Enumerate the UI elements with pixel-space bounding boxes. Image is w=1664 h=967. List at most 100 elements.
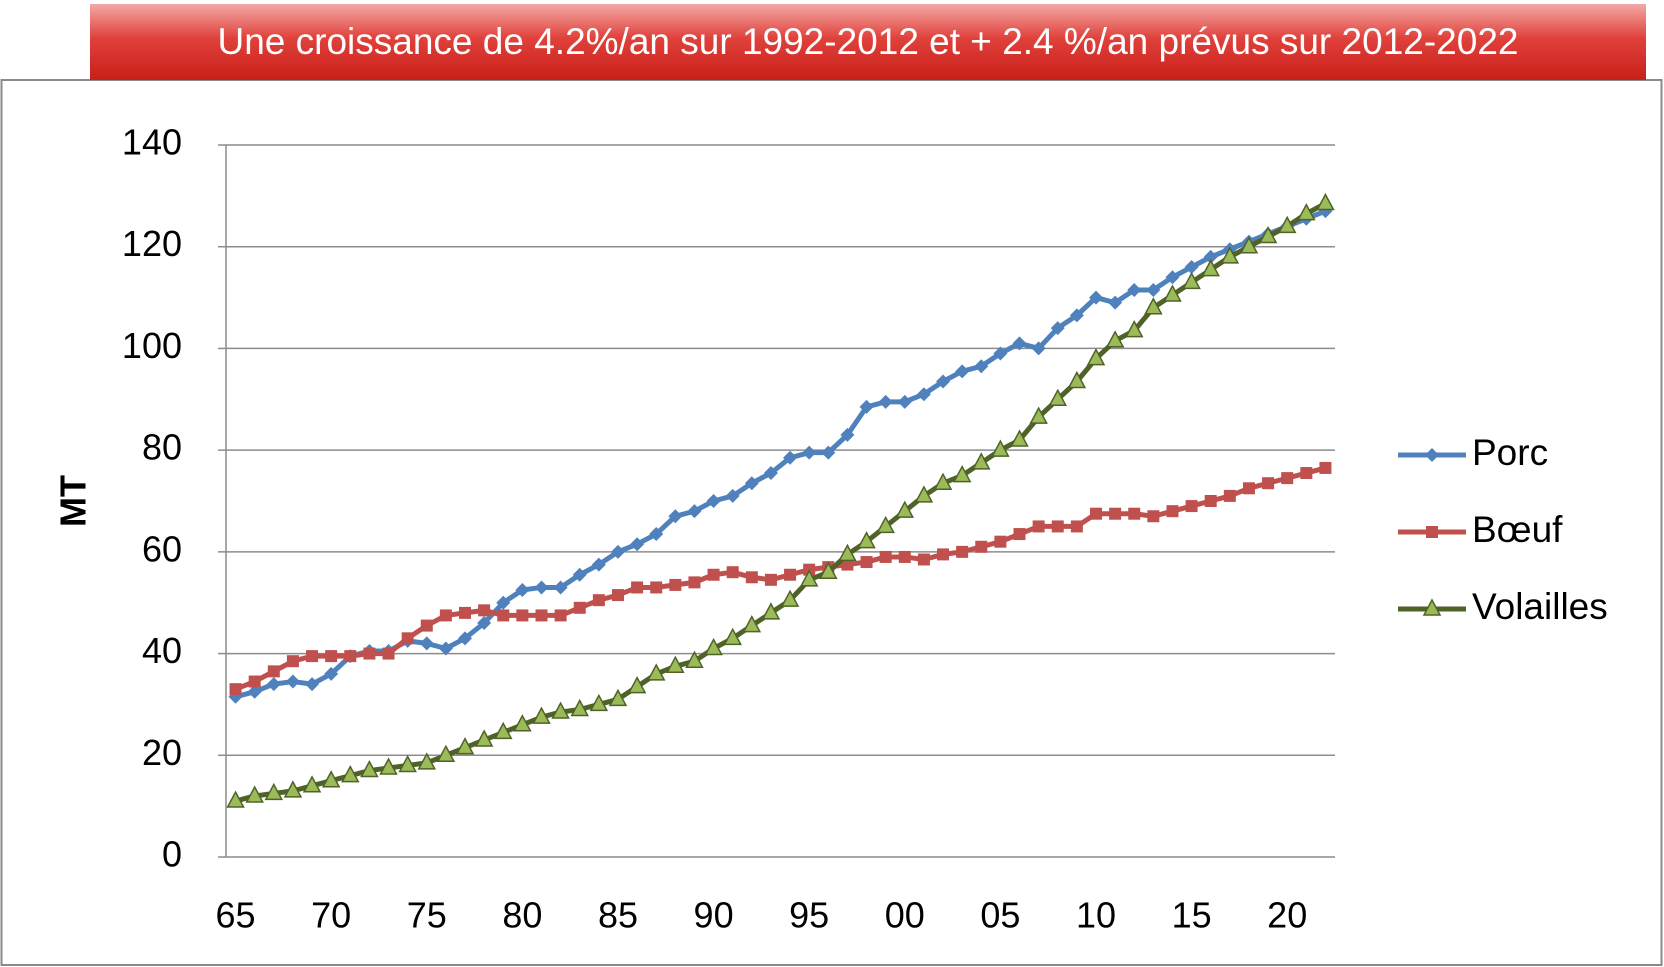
marker	[532, 706, 551, 724]
marker	[706, 494, 721, 508]
y-tick-label: 0	[162, 834, 182, 875]
marker	[1050, 321, 1065, 336]
marker	[1013, 528, 1026, 541]
marker	[1239, 236, 1259, 254]
marker	[1185, 500, 1198, 513]
marker	[1088, 290, 1103, 305]
marker	[1316, 192, 1335, 211]
chart-frame	[0, 79, 1663, 966]
marker	[994, 535, 1007, 548]
marker	[1089, 507, 1102, 520]
marker	[439, 609, 452, 622]
marker	[646, 663, 666, 681]
marker	[668, 509, 683, 524]
marker	[972, 452, 991, 470]
legend-label: Porc	[1472, 432, 1548, 473]
y-axis-label: MT	[53, 475, 94, 527]
series-line	[234, 208, 1327, 700]
marker	[914, 485, 934, 503]
marker	[1163, 284, 1182, 302]
marker	[917, 553, 930, 566]
marker	[952, 464, 972, 483]
y-tick-label: 20	[142, 732, 182, 773]
x-tick-label: 80	[502, 895, 542, 936]
marker	[726, 566, 739, 579]
marker	[1297, 203, 1316, 221]
marker	[419, 636, 434, 651]
marker	[379, 757, 398, 775]
marker	[876, 515, 895, 534]
marker	[515, 583, 530, 597]
marker	[285, 674, 300, 689]
marker	[1184, 260, 1199, 275]
marker	[592, 594, 605, 607]
title-banner	[90, 4, 1646, 80]
marker	[1012, 336, 1027, 351]
marker	[494, 721, 513, 740]
legend-label: Volailles	[1472, 586, 1608, 627]
series-markers	[229, 461, 1332, 696]
marker	[325, 650, 338, 663]
x-tick-label: 75	[407, 895, 447, 936]
marker	[745, 571, 758, 584]
marker	[1067, 370, 1087, 389]
marker	[666, 655, 685, 674]
marker	[1127, 282, 1142, 297]
marker	[1223, 489, 1236, 502]
marker	[1010, 429, 1029, 447]
marker	[363, 647, 376, 660]
legend-label: Bœuf	[1472, 509, 1563, 550]
marker	[455, 737, 475, 755]
x-tick-label: 90	[694, 895, 734, 936]
marker	[783, 450, 798, 465]
y-tick-label: 60	[142, 528, 182, 569]
marker	[267, 665, 280, 678]
y-tick-label: 80	[142, 427, 182, 468]
marker	[799, 569, 819, 587]
marker	[763, 466, 778, 481]
legend-symbol	[1426, 526, 1438, 538]
x-tick-label: 00	[885, 895, 925, 936]
marker	[895, 500, 915, 518]
series-line	[234, 465, 1327, 692]
marker	[780, 589, 800, 607]
y-tick-label: 100	[122, 325, 182, 366]
legend-marker	[1425, 448, 1439, 462]
marker	[627, 676, 647, 694]
marker	[1128, 507, 1141, 520]
marker	[975, 540, 988, 553]
marker	[551, 701, 570, 719]
marker	[707, 568, 720, 581]
marker	[841, 558, 854, 571]
marker	[1146, 282, 1161, 297]
marker	[838, 543, 857, 562]
chart-title: Une croissance de 4.2%/an sur 1992-2012 …	[218, 21, 1519, 62]
marker	[554, 609, 567, 622]
marker	[669, 578, 682, 591]
marker	[589, 693, 609, 712]
marker	[1203, 249, 1218, 264]
marker	[993, 346, 1008, 361]
marker	[1182, 271, 1201, 290]
marker	[1277, 215, 1297, 234]
marker	[687, 504, 702, 519]
marker	[819, 561, 838, 579]
marker	[591, 557, 606, 572]
marker	[458, 631, 473, 646]
marker	[382, 647, 395, 660]
marker	[1300, 467, 1313, 480]
marker	[1258, 225, 1278, 244]
marker	[1069, 308, 1084, 323]
marker	[324, 666, 339, 681]
marker	[1281, 472, 1294, 485]
marker	[1165, 270, 1180, 285]
x-tick-label: 85	[598, 895, 638, 936]
marker	[764, 573, 777, 586]
marker	[438, 641, 453, 656]
marker	[401, 632, 414, 645]
marker	[321, 770, 341, 788]
marker	[1108, 295, 1123, 310]
marker	[478, 604, 491, 617]
x-tick-label: 95	[789, 895, 829, 936]
